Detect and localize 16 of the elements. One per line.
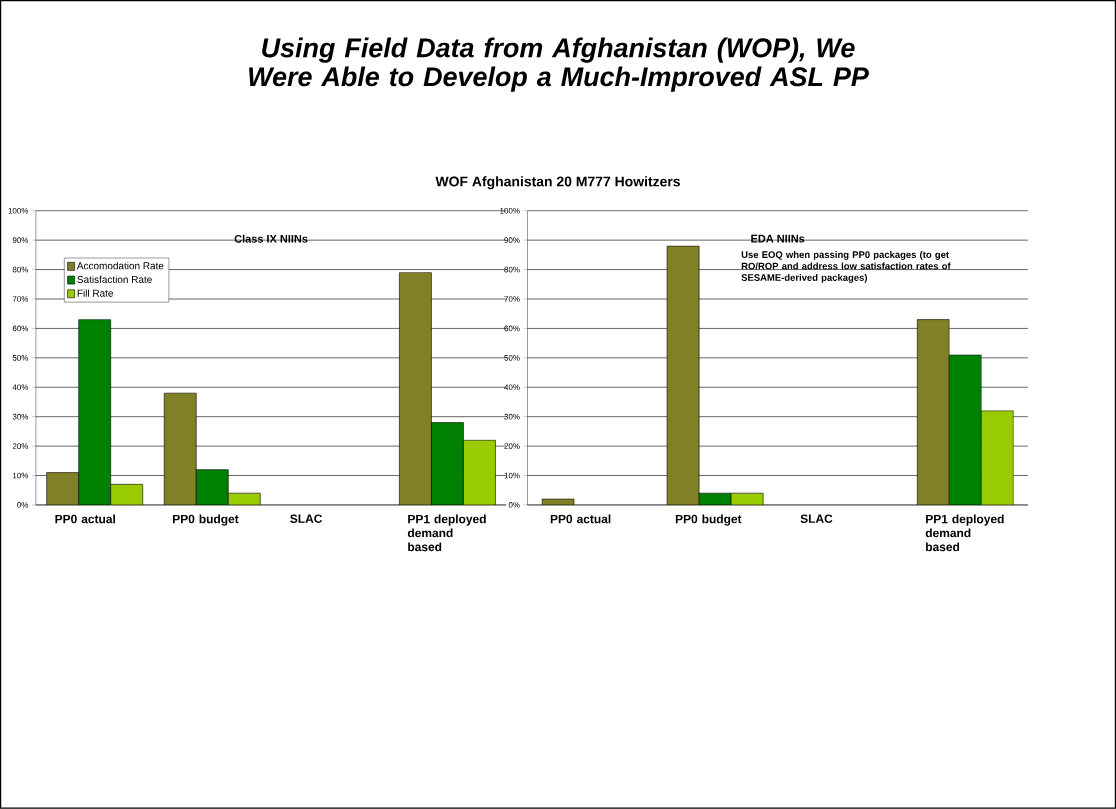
x-tick-label: PP1 deployed demand based bbox=[925, 514, 1004, 552]
annotation: EDA NIINs bbox=[751, 234, 805, 243]
annotation: Use EOQ when passing PP0 packages (to get RO/ROP and address low satisfaction rates of SESAME-derived packages) bbox=[741, 251, 951, 283]
x-tick-label: SLAC bbox=[290, 514, 323, 524]
legend-label: Accomodation Rate bbox=[76, 262, 164, 270]
chart-title: Using Field Data from Afghanistan (WOP), We Were Able to Develop a Much-Improved ASL PP bbox=[249, 37, 869, 92]
text: WOF Afghanistan 20 M777 Howitzers bbox=[435, 176, 680, 190]
x-tick-label: SLAC bbox=[800, 514, 833, 524]
legend-label: Satisfaction Rate bbox=[77, 275, 152, 284]
x-tick-label: PP0 actual bbox=[550, 514, 611, 524]
x-tick-label: PP0 budget bbox=[173, 514, 239, 526]
x-tick-label: PP1 deployed demand based bbox=[407, 514, 486, 552]
legend-label: Fill Rate bbox=[77, 289, 113, 297]
x-tick-label: PP0 actual bbox=[55, 514, 115, 524]
x-tick-label: PP0 budget bbox=[675, 514, 742, 526]
annotation: Class IX NIINs bbox=[234, 234, 308, 243]
